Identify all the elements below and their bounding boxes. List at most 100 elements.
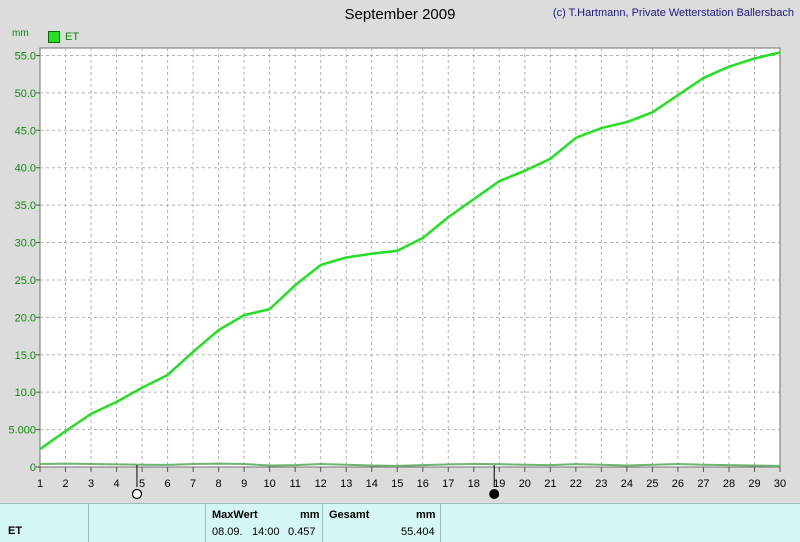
data-point xyxy=(702,77,705,79)
y-axis-ticks: 0 5.000 10.0 15.0 20.0 25.0 30.0 35.0 40.0 45.0 50… xyxy=(8,50,40,474)
data-point xyxy=(166,374,169,376)
x-tick-label: 11 xyxy=(289,478,300,490)
data-point xyxy=(626,121,628,123)
x-tick-label: 4 xyxy=(113,478,119,490)
data-point xyxy=(651,111,654,114)
footer-spacer-cell xyxy=(89,504,206,542)
y-tick-label: 20.0 xyxy=(15,312,36,324)
y-tick-label: 25.0 xyxy=(15,275,36,287)
data-point xyxy=(524,169,526,172)
total-header: Gesamt xyxy=(329,509,370,521)
legend: ET xyxy=(48,31,79,43)
footer-total-cell: Gesamt mm 55.404 xyxy=(323,504,441,542)
x-tick-label: 16 xyxy=(417,478,429,490)
chart-title: September 2009 xyxy=(344,6,456,23)
y-tick-label: 55.0 xyxy=(15,50,36,62)
y-tick-label: 40.0 xyxy=(15,163,36,175)
y-tick-label: 50.0 xyxy=(15,88,36,100)
chart-area: 0 5.000 10.0 15.0 20.0 25.0 30.0 35.0 40.0 45.0 50… xyxy=(8,47,786,500)
x-tick-label: 19 xyxy=(493,478,505,490)
copyright-text: (c) T.Hartmann, Private Wetterstation Ba… xyxy=(552,7,794,19)
footer-series-cell: ET xyxy=(0,504,89,542)
legend-label: ET xyxy=(65,31,80,43)
y-unit-label: mm xyxy=(12,28,29,39)
data-point xyxy=(498,180,501,182)
data-point xyxy=(370,252,373,255)
y-tick-label: 30.0 xyxy=(15,238,36,250)
y-tick-label: 10.0 xyxy=(15,387,36,399)
max-unit: mm xyxy=(300,509,320,521)
total-unit: mm xyxy=(416,509,436,521)
data-point xyxy=(549,157,552,160)
y-tick-label: 0 xyxy=(30,462,36,474)
x-tick-label: 30 xyxy=(774,478,786,490)
total-value: 55.404 xyxy=(401,526,435,538)
moon-phase-markers xyxy=(131,465,500,500)
data-point xyxy=(141,386,143,389)
data-point xyxy=(421,237,424,239)
max-header: MaxWert xyxy=(212,509,258,521)
x-tick-label: 23 xyxy=(595,478,607,490)
x-tick-label: 18 xyxy=(468,478,480,490)
series-lines xyxy=(39,51,781,467)
x-tick-label: 25 xyxy=(646,478,658,490)
x-tick-label: 7 xyxy=(190,478,196,490)
data-point xyxy=(396,249,399,252)
data-point xyxy=(472,198,475,200)
data-point xyxy=(319,264,322,266)
data-point xyxy=(217,329,220,331)
max-time: 14:00 xyxy=(252,526,280,538)
x-tick-label: 9 xyxy=(241,478,247,490)
data-point xyxy=(39,448,41,450)
data-point xyxy=(447,216,450,218)
x-tick-label: 21 xyxy=(544,478,556,490)
x-tick-label: 1 xyxy=(37,478,43,490)
x-tick-label: 28 xyxy=(723,478,735,490)
max-value: 0.457 xyxy=(288,526,316,538)
data-point xyxy=(90,413,92,415)
legend-swatch xyxy=(48,31,60,43)
data-point xyxy=(268,308,271,310)
new-moon-icon xyxy=(489,489,500,499)
series-line-cumulative xyxy=(39,51,781,451)
data-point xyxy=(115,401,118,403)
x-tick-label: 13 xyxy=(340,478,352,490)
data-point xyxy=(728,65,730,68)
x-tick-label: 5 xyxy=(139,478,145,490)
data-point xyxy=(600,127,603,129)
footer-stats: ET MaxWert mm 08.09. 14:00 0.457 Gesamt … xyxy=(0,503,800,542)
full-moon-icon xyxy=(131,488,143,500)
x-tick-label: 17 xyxy=(442,478,454,490)
data-point xyxy=(64,430,67,432)
x-axis-ticks: 1 2 3 4 5 6 7 8 9 10 11 12 13 14 15 16 17 18 19 20 21 22 23 24 2… xyxy=(37,467,786,490)
data-point xyxy=(753,57,756,60)
x-tick-label: 8 xyxy=(216,478,222,490)
data-point xyxy=(345,256,348,259)
data-point xyxy=(677,94,679,96)
data-point xyxy=(575,136,577,139)
y-tick-label: 15.0 xyxy=(15,350,36,362)
y-tick-label: 45.0 xyxy=(15,125,36,137)
x-tick-label: 2 xyxy=(62,478,68,490)
data-point xyxy=(192,350,194,353)
data-point xyxy=(779,51,781,54)
plot-background xyxy=(39,47,781,468)
data-point xyxy=(243,314,245,316)
x-tick-label: 26 xyxy=(672,478,684,490)
x-tick-label: 22 xyxy=(570,478,582,490)
x-tick-label: 29 xyxy=(748,478,760,490)
x-tick-label: 24 xyxy=(621,478,633,490)
x-tick-label: 20 xyxy=(519,478,531,490)
footer-series-label: ET xyxy=(8,525,23,537)
x-tick-label: 12 xyxy=(315,478,327,490)
x-tick-label: 6 xyxy=(165,478,171,490)
y-tick-label: 35.0 xyxy=(15,200,36,212)
series-line-daily xyxy=(39,462,781,467)
y-tick-label: 5.000 xyxy=(8,425,36,437)
x-tick-label: 10 xyxy=(264,478,276,490)
x-tick-label: 14 xyxy=(366,478,378,490)
x-tick-label: 27 xyxy=(697,478,709,490)
data-point xyxy=(294,284,296,286)
grid-lines xyxy=(40,48,780,467)
x-tick-label: 15 xyxy=(391,478,403,490)
